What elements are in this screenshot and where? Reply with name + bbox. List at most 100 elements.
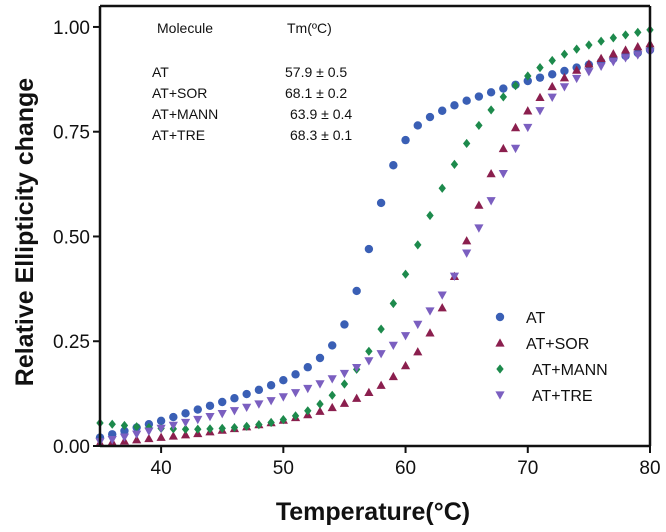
data-point (523, 76, 532, 86)
data-point (144, 433, 154, 443)
data-point (376, 380, 386, 389)
data-point (267, 417, 275, 428)
data-point (450, 159, 459, 169)
data-point (352, 393, 362, 402)
data-point (242, 389, 251, 399)
data-point (180, 418, 191, 428)
data-point (486, 169, 496, 178)
data-point (376, 350, 386, 359)
table-cell-tm: 57.9 ± 0.5 (285, 64, 347, 80)
data-point (535, 73, 545, 82)
legend-label: AT+TRE (532, 388, 593, 405)
data-point (523, 106, 533, 115)
data-point (340, 379, 349, 389)
data-point (389, 298, 398, 309)
data-point (462, 236, 472, 245)
data-point (498, 143, 508, 153)
data-point (229, 407, 240, 416)
data-marks (95, 25, 655, 447)
data-point (474, 92, 484, 101)
legend: AT AT+SOR AT+MANN AT+TRE (495, 310, 608, 405)
legend-label: AT+MANN (532, 362, 608, 379)
legend-marker (495, 391, 505, 400)
data-point (279, 376, 288, 385)
data-point (315, 380, 325, 389)
data-point (498, 169, 508, 179)
data-point (266, 381, 276, 390)
data-point (194, 424, 202, 434)
data-point (548, 55, 556, 66)
data-point (486, 88, 496, 97)
data-point (572, 74, 582, 84)
data-point (365, 346, 373, 356)
legend-label: AT (526, 310, 545, 327)
data-point (290, 389, 301, 398)
y-tick-label: 0.50 (53, 227, 90, 248)
data-point (169, 412, 178, 422)
tm-table: Molecule Tm(ºC) AT 57.9 ± 0.5 AT+SOR 68.1 ± 0… (152, 20, 352, 143)
data-point (327, 375, 337, 384)
x-tick-label: 60 (395, 458, 416, 479)
data-point (255, 420, 263, 430)
table-cell-molecule: AT+TRE (152, 127, 205, 143)
data-point (217, 410, 227, 419)
data-point (328, 390, 336, 400)
y-axis-label: Relative Ellipticity change (11, 78, 39, 387)
data-point (572, 44, 581, 54)
data-point (230, 422, 239, 433)
data-point (487, 105, 495, 115)
data-point (401, 269, 410, 279)
data-point (205, 401, 215, 410)
data-point (315, 353, 325, 363)
data-point (559, 73, 570, 82)
data-point (181, 424, 190, 434)
table-cell-molecule: AT+SOR (152, 85, 207, 101)
data-point (413, 347, 423, 356)
data-point (608, 58, 618, 67)
table-cell-tm: 63.9 ± 0.4 (290, 106, 352, 122)
data-point (634, 27, 642, 37)
data-point (413, 320, 423, 330)
legend-marker (495, 338, 505, 347)
data-point (633, 42, 643, 51)
y-tick-label: 0.00 (53, 437, 90, 458)
data-point (364, 357, 374, 366)
data-point (206, 424, 214, 434)
data-point (119, 433, 130, 442)
data-point (339, 398, 350, 407)
x-tick-label: 80 (639, 458, 660, 479)
data-point (620, 54, 631, 63)
data-point (510, 144, 521, 154)
data-point (437, 303, 447, 312)
data-point (450, 101, 459, 110)
data-point (609, 33, 618, 43)
legend-marker (496, 364, 504, 374)
x-tick-label: 70 (517, 458, 538, 479)
data-point (389, 161, 398, 170)
data-point (327, 402, 337, 412)
legend-label: AT+SOR (526, 336, 589, 353)
data-point (438, 183, 446, 193)
table-cell-molecule: AT+MANN (152, 106, 218, 122)
data-point (266, 397, 276, 406)
data-point (303, 384, 313, 394)
data-point (364, 244, 374, 254)
data-point (585, 40, 593, 50)
data-point (560, 66, 569, 76)
data-point (413, 121, 422, 130)
data-point (168, 431, 178, 440)
data-point (523, 123, 533, 133)
data-point (426, 210, 434, 221)
data-point (499, 84, 508, 93)
legend-marker (495, 312, 505, 322)
data-point (377, 324, 385, 334)
data-point (584, 68, 594, 77)
data-point (438, 106, 447, 115)
data-point (205, 412, 215, 422)
data-point (596, 62, 606, 71)
data-point (120, 426, 129, 436)
table-header-tm: Tm(ºC) (287, 20, 332, 36)
data-point (156, 416, 166, 426)
axes (98, 4, 652, 448)
data-point (120, 420, 129, 431)
